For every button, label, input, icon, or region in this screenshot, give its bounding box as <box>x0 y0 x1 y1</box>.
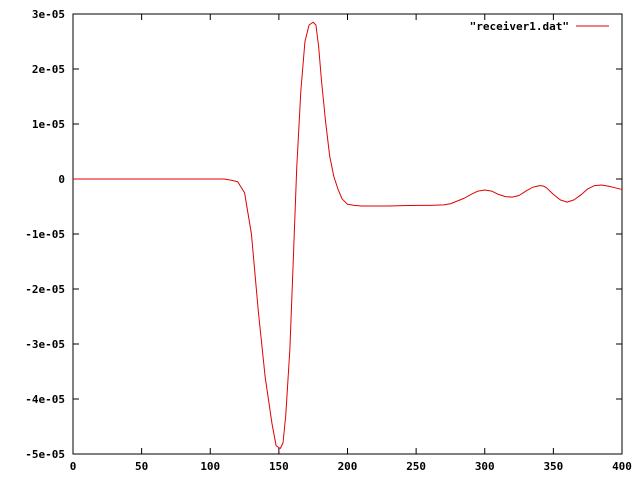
y-tick-label: 3e-05 <box>32 8 65 21</box>
y-tick-label: -1e-05 <box>25 228 65 241</box>
series-line-receiver1 <box>73 21 623 449</box>
y-tick-label: 2e-05 <box>32 63 65 76</box>
x-tick-label: 400 <box>612 460 632 473</box>
legend: "receiver1.dat" <box>470 20 609 33</box>
x-tick-label: 50 <box>135 460 148 473</box>
x-tick-label: 150 <box>269 460 289 473</box>
y-tick-label: 1e-05 <box>32 118 65 131</box>
x-tick-label: 0 <box>70 460 77 473</box>
legend-label: "receiver1.dat" <box>470 20 569 33</box>
x-tick-label: 300 <box>475 460 495 473</box>
y-tick-label: 0 <box>58 173 65 186</box>
x-tick-label: 350 <box>543 460 563 473</box>
y-tick-label: -2e-05 <box>25 283 65 296</box>
x-tick-label: 250 <box>406 460 426 473</box>
x-axis: 0 50 100 150 200 250 300 350 400 <box>70 14 632 473</box>
y-axis: -5e-05 -4e-05 -3e-05 -2e-05 -1e-05 0 1e-05 2e-0… <box>25 8 622 461</box>
x-tick-label: 200 <box>338 460 358 473</box>
y-tick-label: -5e-05 <box>25 448 65 461</box>
plot-frame <box>72 13 623 455</box>
y-tick-label: -3e-05 <box>25 338 65 351</box>
x-tick-label: 100 <box>200 460 220 473</box>
series-layer <box>73 21 623 449</box>
y-tick-label: -4e-05 <box>25 393 65 406</box>
